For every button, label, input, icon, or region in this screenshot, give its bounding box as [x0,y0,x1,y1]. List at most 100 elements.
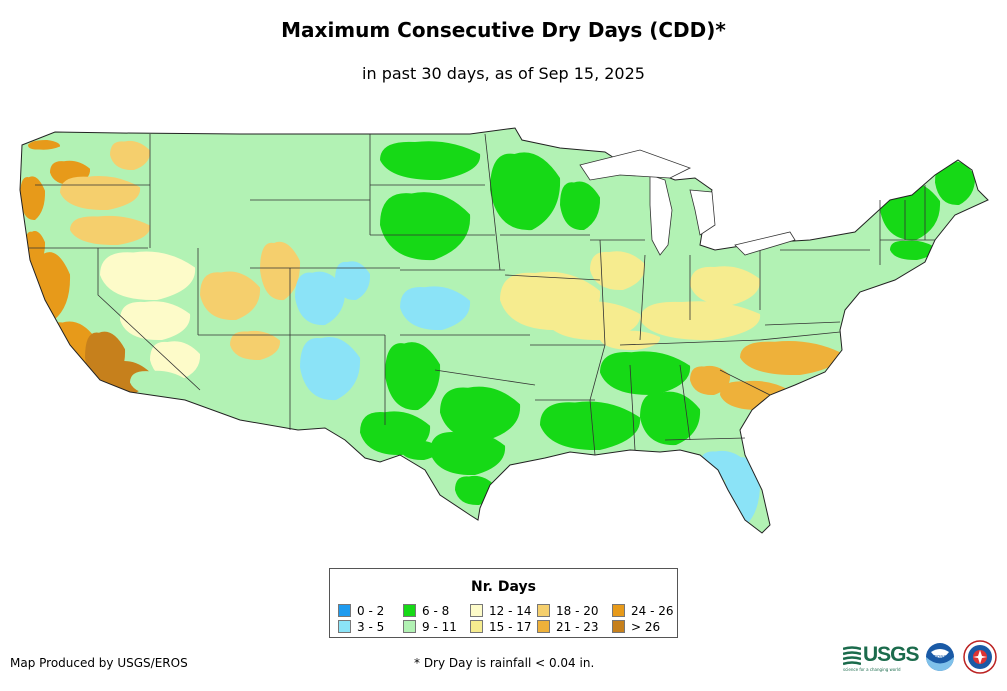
lake-michigan [649,174,673,256]
region-upper-midwest [380,192,471,261]
region-upper-midwest [380,141,481,181]
region-gulf-coast [540,401,641,451]
state-line-va-nc [764,321,841,326]
legend-swatch [403,620,416,633]
region-new-england [935,161,976,206]
usgs-wave-icon [843,646,861,666]
legend-label: 24 - 26 [631,604,674,618]
legend-item: 24 - 26 [612,604,674,618]
legend-label: 9 - 11 [422,620,457,634]
legend-label: 21 - 23 [556,620,599,634]
region-northeast [780,251,871,301]
map-title: Maximum Consecutive Dry Days (CDD)* [281,18,726,42]
region-oregon-interior [70,215,151,246]
footnote-text: * Dry Day is rainfall < 0.04 in. [414,656,595,670]
credit-text: Map Produced by USGS/EROS [10,656,188,670]
lake-superior [579,149,692,181]
legend-swatch [470,604,483,617]
legend-label: 3 - 5 [357,620,385,634]
legend-item: 3 - 5 [338,620,384,634]
state-line-mississippi [589,239,606,456]
region-central-plains-wet [335,261,371,301]
region-nevada-basin [100,251,196,301]
legend-label: 18 - 20 [556,604,599,618]
legend-item: 18 - 20 [537,604,599,618]
legend-swatch [537,620,550,633]
region-southwest-desert [130,370,186,396]
region-great-lakes [720,240,791,271]
legend-label: 0 - 2 [357,604,385,618]
legend-swatch [612,604,625,617]
region-nevada-basin [120,301,191,341]
lake-erie [734,231,796,256]
region-northeast [840,226,886,266]
region-colorado-plateau [230,330,281,361]
legend-item: 9 - 11 [403,620,457,634]
noaa-logo-text: noaa [934,654,946,660]
legend-swatch [403,604,416,617]
state-boundaries [28,133,935,456]
state-line-ca-nv [97,248,201,391]
region-ohio-valley [600,330,661,351]
state-line-ok-tx [434,369,536,386]
usgs-logo-text: USGS [863,643,920,666]
usgs-logo-tagline: science for a changing world [843,667,901,672]
region-oregon-interior [60,176,141,211]
state-line-ms-al [629,364,636,451]
region-pacific-northwest-coast [28,139,61,150]
map-patches [20,139,976,526]
region-oregon-interior [110,140,151,171]
region-texas-gulf [430,431,506,476]
legend-label: > 26 [631,620,661,634]
region-pacific-northwest-coast [20,176,46,221]
region-northern-rockies [150,141,251,201]
region-southern-plains [440,386,521,441]
legend-item: 21 - 23 [537,620,599,634]
region-texas-gulf [400,440,441,461]
nws-logo [963,640,997,674]
region-northern-rockies [250,141,371,191]
region-nevada-basin [150,341,201,381]
region-central-plains-wet [295,271,346,326]
region-southeast-carolinas [690,365,731,396]
state-line-sc-ga [719,369,771,396]
legend-item: 12 - 14 [470,604,532,618]
legend-swatch [470,620,483,633]
region-midwest-corn-belt [590,251,646,291]
region-midwest-corn-belt [545,301,641,341]
region-ohio-valley [640,301,761,341]
state-line-ia-mo [504,274,601,281]
legend-box: Nr. Days 0 - 2 3 - 5 6 - 8 9 - 11 12 - 14 15 … [329,568,678,638]
region-great-lakes [600,176,661,241]
region-new-england [890,240,936,261]
region-colorado-plateau [200,271,261,321]
state-line-dakota-mn [484,133,501,271]
legend-swatch [537,604,550,617]
state-line-ky-tn [619,339,761,346]
state-line-al-ga [679,364,691,441]
lake-huron [689,189,716,236]
state-line-tn-nc [759,331,841,341]
legend-label: 12 - 14 [489,604,532,618]
legend-item: 15 - 17 [470,620,532,634]
region-southeast-carolinas [740,341,841,376]
region-gulf-coast [600,351,691,396]
legend-label: 6 - 8 [422,604,450,618]
region-upper-midwest [560,181,601,231]
region-upper-midwest [490,152,561,231]
legend-item: 6 - 8 [403,604,449,618]
region-central-plains-wet [300,336,361,401]
region-ohio-valley [690,266,761,306]
cdd-map [19,127,989,534]
state-line-il-in [639,254,646,341]
legend-swatch [338,604,351,617]
region-northern-rockies [200,201,251,246]
legend-swatch [338,620,351,633]
state-line-ga-fl [664,437,746,441]
usgs-logo: USGS science for a changing world [843,642,920,672]
region-central-plains-wet [400,286,471,331]
legend-label: 15 - 17 [489,620,532,634]
legend-swatch [612,620,625,633]
legend-title: Nr. Days [471,579,536,595]
noaa-logo: noaa [926,643,954,671]
